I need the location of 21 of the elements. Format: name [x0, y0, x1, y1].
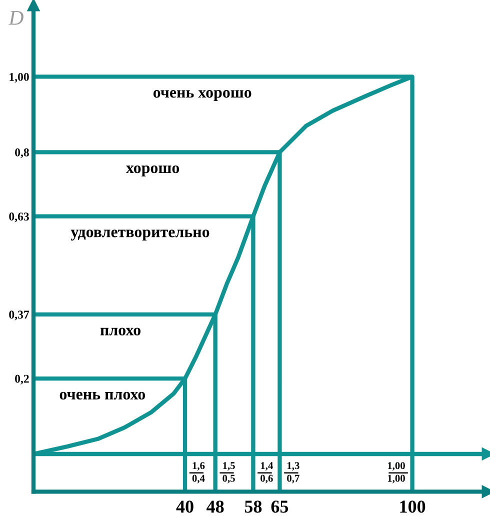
y-tick-label: 0,37 — [9, 310, 30, 320]
annotation: 1,5 0,5 — [222, 462, 235, 484]
y-tick-label: 0,63 — [9, 212, 29, 222]
y-tick-label: 0,8 — [15, 148, 29, 158]
x-tick-label: 58 — [244, 500, 262, 513]
annotation: хорошо — [126, 165, 180, 176]
y-axis-title: D — [8, 11, 24, 25]
y-tick-label: 0,2 — [15, 374, 29, 384]
x-tick-label: 65 — [271, 500, 288, 513]
x-tick-label: 48 — [206, 500, 224, 513]
annotation: удовлетворительно — [70, 230, 210, 241]
annotation: 1,00 1,00 — [388, 462, 405, 484]
x-tick-label: 40 — [176, 500, 194, 513]
x-tick-label: 100 — [400, 500, 426, 513]
annotation: 1,6 0,4 — [192, 462, 205, 484]
y-tick-label: 1,00 — [10, 72, 29, 83]
annotation: 1,4 0,6 — [260, 462, 273, 484]
annotation: плохо — [100, 328, 140, 336]
annotation: 1,3 0,7 — [287, 462, 300, 484]
annotation: очень хорошо — [153, 90, 252, 101]
annotation: очень плохо — [60, 392, 146, 400]
